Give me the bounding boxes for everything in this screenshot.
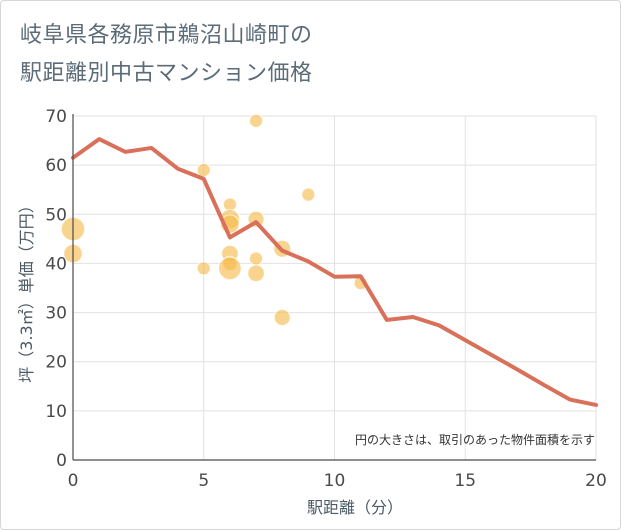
scatter-point xyxy=(218,256,242,281)
chart-title-line1: 岐阜県各務原市鵜沼山崎町の xyxy=(20,23,313,48)
scatter-point xyxy=(249,251,264,266)
chart-title-line2: 駅距離別中古マンション価格 xyxy=(20,61,313,86)
x-tick-label: 15 xyxy=(454,471,476,491)
x-axis-label: 駅距離（分） xyxy=(307,498,403,517)
y-axis-label: 坪（3.3㎡）単価（万円） xyxy=(17,197,36,382)
x-tick-label: 20 xyxy=(585,471,607,491)
y-tick-label: 70 xyxy=(45,107,67,127)
line-layer xyxy=(71,137,598,407)
bubble-layer xyxy=(60,113,368,326)
grid-layer xyxy=(72,115,597,461)
y-tick-label: 40 xyxy=(45,254,67,274)
average-price-line xyxy=(71,137,598,407)
scatter-point xyxy=(196,261,211,276)
x-tick-label: 5 xyxy=(198,471,209,491)
y-tick-label: 50 xyxy=(45,205,67,225)
axis-layer: 0 10 20 30 40 50 60 70 0 5 10 15 20 xyxy=(45,107,606,491)
scatter-point xyxy=(301,187,316,202)
y-tick-label: 0 xyxy=(56,451,67,471)
scatter-point xyxy=(247,264,265,282)
scatter-point xyxy=(249,113,264,128)
x-tick-label: 10 xyxy=(324,471,346,491)
scatter-point xyxy=(222,197,237,212)
size-note: 円の大きさは、取引のあった物件面積を示す xyxy=(355,432,595,447)
y-tick-label: 20 xyxy=(45,353,67,373)
scatter-point xyxy=(196,163,211,178)
y-tick-label: 30 xyxy=(45,304,67,324)
scatter-point xyxy=(273,309,291,326)
y-tick-label: 10 xyxy=(45,402,67,422)
y-tick-label: 60 xyxy=(45,156,67,176)
x-tick-label: 0 xyxy=(68,471,79,491)
